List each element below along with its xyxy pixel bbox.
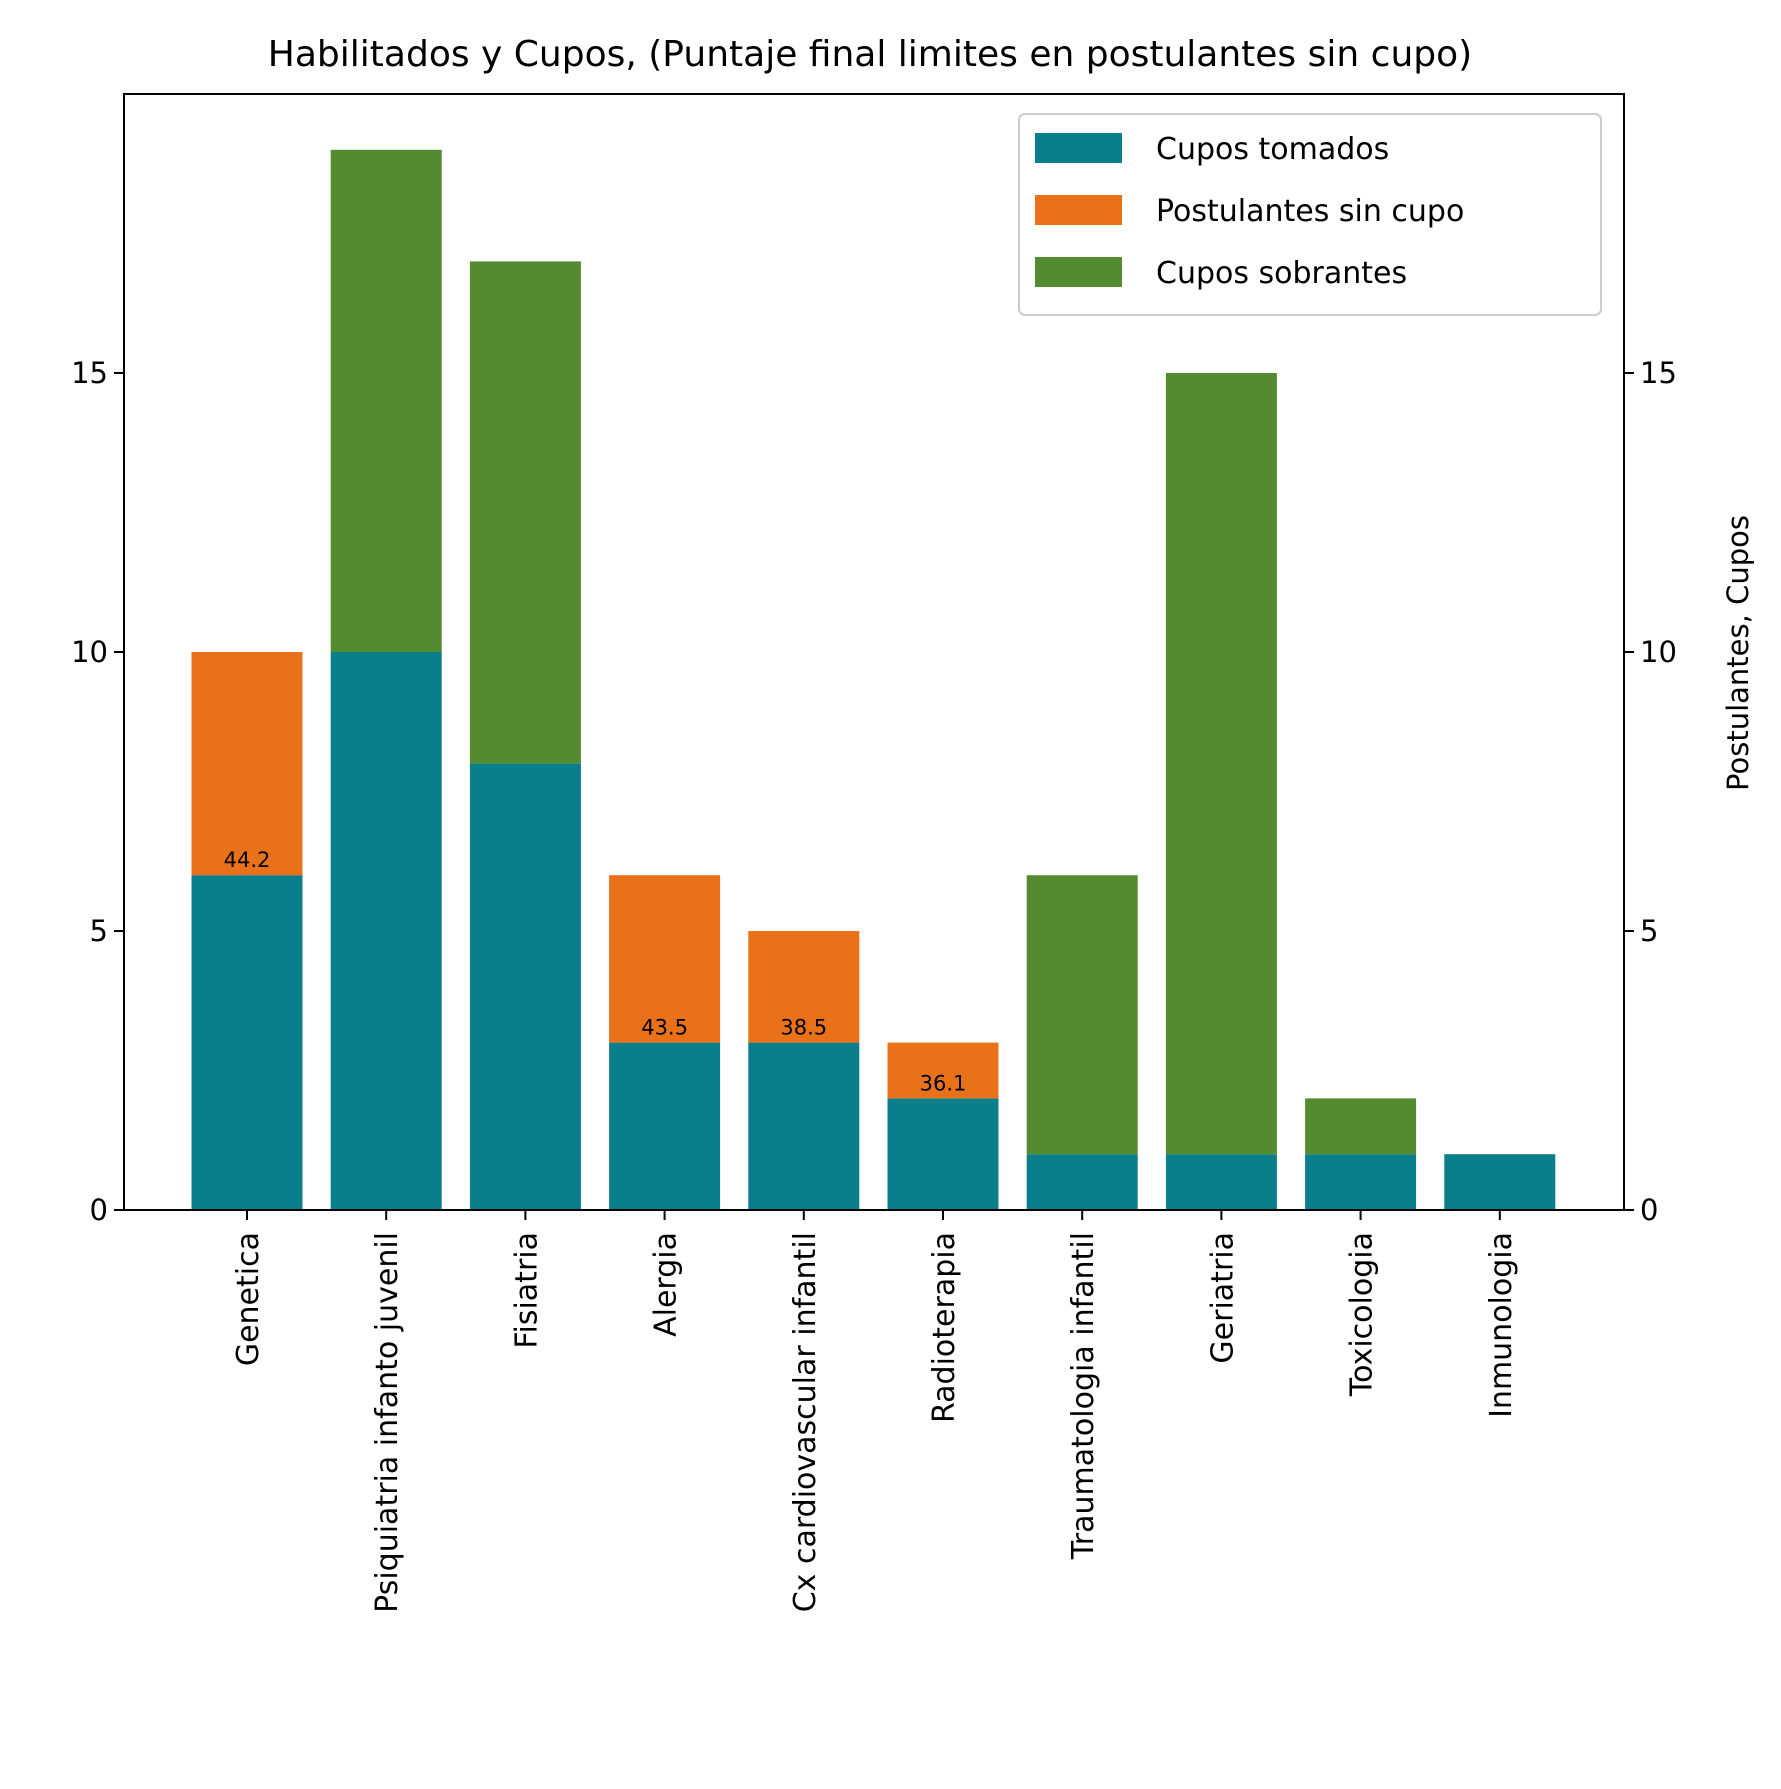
right-y-tick-label-15: 15 — [1640, 356, 1677, 390]
axes-group: 0 0 5 5 10 10 15 15 Genetica Psiquiatria infanto … — [71, 93, 1677, 1613]
bar-cupos-sobrantes-traumatologia-infantil — [1026, 875, 1138, 1155]
legend-box — [1018, 113, 1602, 316]
right-y-axis-label: Postulantes, Cupos — [1721, 515, 1755, 791]
x-tick-label-fisiatria: Fisiatria — [509, 1232, 544, 1349]
legend-swatch-cupos-sobrantes — [1035, 257, 1122, 287]
annotations-group: 44.2 43.5 38.5 36.1 — [224, 848, 967, 1095]
left-y-tick-label-10: 10 — [71, 635, 108, 669]
chart-title: Habilitados y Cupos, (Puntaje final limi… — [268, 34, 1472, 75]
x-tick-label-alergia: Alergia — [649, 1232, 684, 1337]
left-y-tick-label-0: 0 — [90, 1193, 108, 1227]
x-tick-label-radioterapia: Radioterapia — [927, 1232, 962, 1423]
x-tick-label-genetica: Genetica — [231, 1232, 266, 1366]
data-label-radioterapia: 36.1 — [920, 1071, 967, 1095]
x-tick-label-traumatologia-infantil: Traumatologia infantil — [1066, 1232, 1101, 1560]
legend-swatch-postulantes-sin-cupo — [1035, 195, 1122, 225]
data-label-cx-cardiovascular-infantil: 38.5 — [780, 1016, 827, 1040]
right-y-tick-label-5: 5 — [1640, 914, 1658, 948]
x-tick-label-geriatria: Geriatria — [1205, 1232, 1240, 1364]
bar-postulantes-sin-cupo-genetica — [191, 652, 303, 876]
x-tick-label-toxicologia: Toxicologia — [1345, 1232, 1380, 1397]
left-y-tick-label-15: 15 — [71, 356, 108, 390]
x-tick-label-cx-cardiovascular-infantil: Cx cardiovascular infantil — [788, 1232, 823, 1612]
bar-cupos-tomados-toxicologia — [1305, 1154, 1417, 1210]
legend-label-postulantes-sin-cupo: Postulantes sin cupo — [1156, 194, 1464, 229]
bar-cupos-tomados-radioterapia — [887, 1098, 999, 1210]
bars-group — [191, 149, 1556, 1210]
bar-cupos-tomados-genetica — [191, 875, 303, 1210]
data-label-genetica: 44.2 — [224, 848, 271, 872]
bar-cupos-tomados-inmunologia — [1444, 1154, 1556, 1210]
bar-postulantes-sin-cupo-radioterapia — [887, 1042, 999, 1099]
x-tick-label-inmunologia: Inmunologia — [1484, 1232, 1519, 1418]
legend: Cupos tomados Postulantes sin cupo Cupos s… — [1018, 113, 1602, 316]
bar-cupos-tomados-fisiatria — [469, 763, 581, 1210]
right-y-tick-label-10: 10 — [1640, 635, 1677, 669]
bar-cupos-sobrantes-geriatria — [1165, 373, 1277, 1155]
bar-postulantes-sin-cupo-alergia — [609, 875, 721, 1043]
bar-cupos-sobrantes-toxicologia — [1305, 1098, 1417, 1155]
x-tick-label-psiquiatria-infanto-juvenil: Psiquiatria infanto juvenil — [370, 1232, 405, 1613]
legend-swatch-cupos-tomados — [1035, 133, 1122, 163]
bar-postulantes-sin-cupo-cx-cardiovascular-infantil — [748, 931, 860, 1043]
bar-cupos-tomados-geriatria — [1165, 1154, 1277, 1210]
bar-cupos-sobrantes-fisiatria — [469, 261, 581, 764]
bar-cupos-tomados-alergia — [609, 1042, 721, 1210]
left-y-tick-label-5: 5 — [90, 914, 108, 948]
bar-cupos-tomados-cx-cardiovascular-infantil — [748, 1042, 860, 1210]
bar-cupos-sobrantes-psiquiatria-infanto-juvenil — [330, 149, 442, 653]
legend-label-cupos-sobrantes: Cupos sobrantes — [1156, 256, 1407, 291]
bar-cupos-tomados-traumatologia-infantil — [1026, 1154, 1138, 1210]
bar-cupos-tomados-psiquiatria-infanto-juvenil — [330, 652, 442, 1210]
data-label-alergia: 43.5 — [641, 1016, 688, 1040]
legend-label-cupos-tomados: Cupos tomados — [1156, 132, 1389, 167]
right-y-tick-label-0: 0 — [1640, 1193, 1658, 1227]
